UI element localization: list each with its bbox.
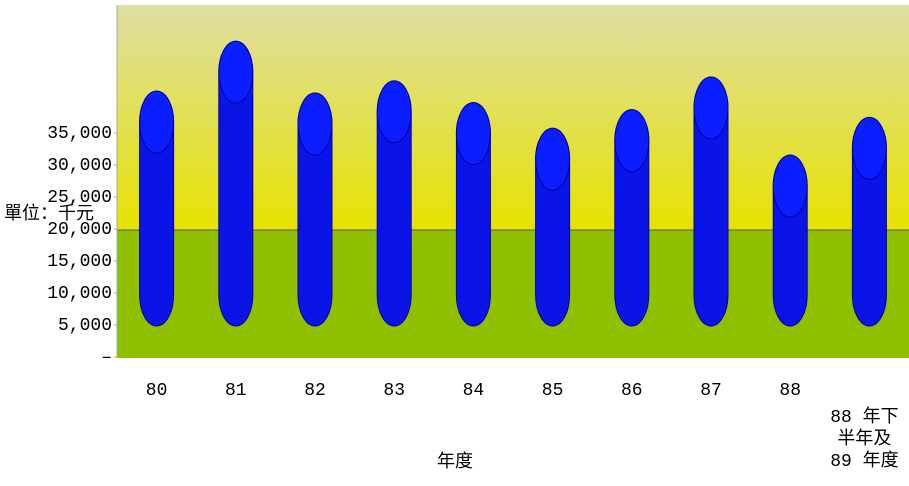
x-tick-label: 85 <box>542 381 564 401</box>
y-tick-label: 35,000 <box>47 124 112 144</box>
y-axis-label: 單位：千元 <box>4 203 94 225</box>
bar-cap <box>139 90 175 154</box>
x-tick-label: 82 <box>304 381 326 401</box>
bar-cap <box>297 92 333 156</box>
bar-cap <box>218 40 254 104</box>
y-tick-label: 30,000 <box>47 156 112 176</box>
y-tick-label: 5,000 <box>58 316 112 336</box>
x-tick-label-line: 88 年下 <box>830 406 898 428</box>
bar-cap <box>535 127 571 191</box>
bar-cap <box>376 80 412 144</box>
x-tick-label: 86 <box>621 381 643 401</box>
bar-cap <box>614 109 650 173</box>
bar-cap <box>693 76 729 140</box>
bar-cap <box>772 154 808 218</box>
x-tick-label: 80 <box>146 381 168 401</box>
y-tick-label: 15,000 <box>47 252 112 272</box>
x-tick-label: 88 年下半年及 89 年度 <box>830 406 898 472</box>
y-tick-label: 10,000 <box>47 284 112 304</box>
x-tick-label: 88 <box>779 381 801 401</box>
y-tick-label: 25,000 <box>47 188 112 208</box>
x-axis-label: 年度 <box>437 451 473 473</box>
bar-cap <box>455 102 491 166</box>
y-tick-label: 20,000 <box>47 220 112 240</box>
bar-cap <box>851 116 887 180</box>
x-tick-label: 81 <box>225 381 247 401</box>
x-tick-label: 84 <box>463 381 485 401</box>
x-tick-label: 87 <box>700 381 722 401</box>
x-tick-label-line: 89 年度 <box>830 450 898 472</box>
y-tick-label: – <box>101 348 112 368</box>
x-tick-label-line: 半年及 <box>837 428 891 450</box>
x-tick-label: 83 <box>383 381 405 401</box>
